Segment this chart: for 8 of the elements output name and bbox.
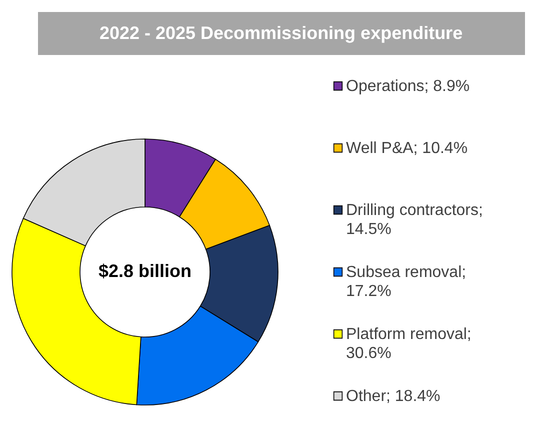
chart-title: 2022 - 2025 Decommissioning expenditure — [99, 23, 463, 43]
legend-label: Well P&A; 10.4% — [346, 140, 468, 157]
text: $2.8 billion — [98, 261, 192, 281]
legend-label: Subsea removal; 17.2% — [346, 264, 466, 300]
legend-label: Operations; 8.9% — [346, 78, 470, 95]
legend-label: Drilling contractors; 14.5% — [346, 202, 483, 238]
legend-label: Platform removal; 30.6% — [346, 326, 472, 362]
legend-label: Other; 18.4% — [346, 388, 440, 405]
